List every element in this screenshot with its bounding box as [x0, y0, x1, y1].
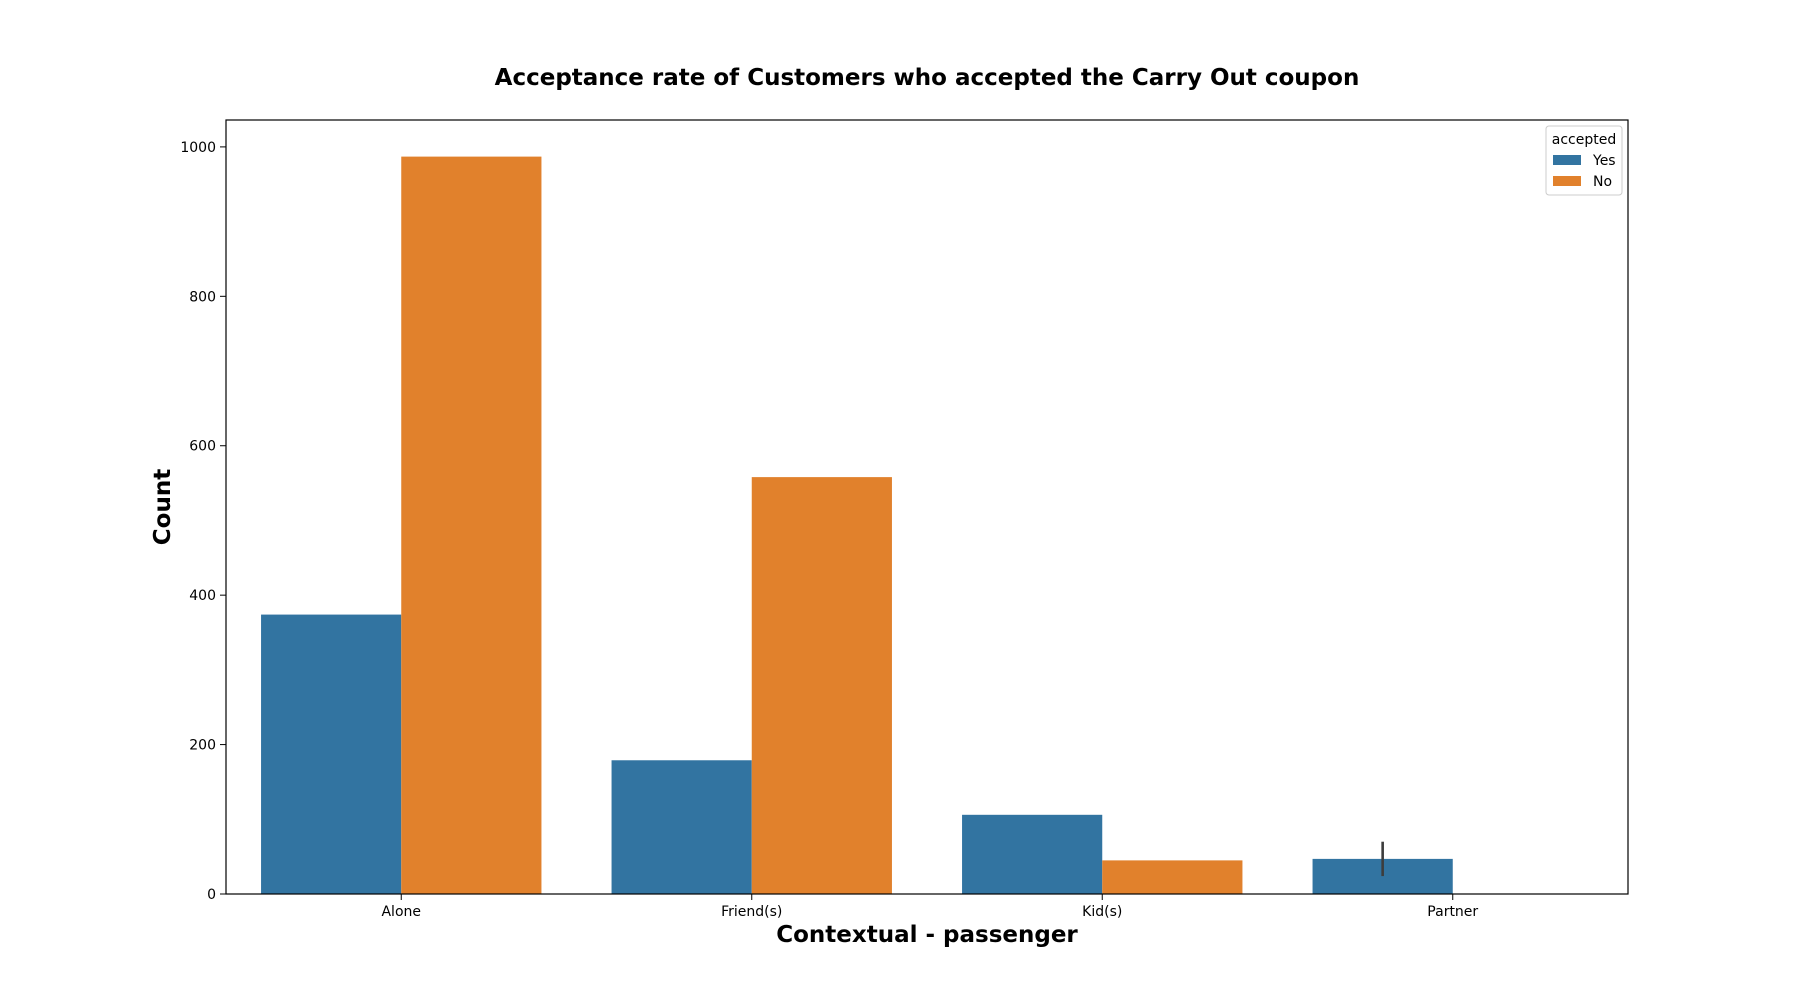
- plot-frame: [225, 119, 1629, 895]
- bar-no-1: [751, 477, 892, 894]
- x-axis: Alone Friend(s) Kid(s) Partner: [381, 894, 1478, 920]
- y-tick-label: 600: [189, 439, 216, 455]
- y-axis-label: Count: [150, 469, 176, 545]
- y-tick-label: 800: [189, 289, 216, 305]
- x-axis-label: Contextual - passenger: [776, 922, 1078, 948]
- y-tick-label: 400: [189, 588, 216, 604]
- legend-title: accepted: [1552, 132, 1616, 148]
- x-tick-label: Kid(s): [1082, 904, 1122, 920]
- bar-yes-2: [962, 814, 1103, 894]
- bar-yes-1: [611, 760, 752, 894]
- chart-title: Acceptance rate of Customers who accepte…: [495, 65, 1360, 91]
- x-tick-label: Alone: [381, 904, 421, 920]
- x-tick-label: Friend(s): [721, 904, 782, 920]
- y-tick-label: 1000: [180, 140, 216, 156]
- x-tick-label: Partner: [1427, 904, 1478, 920]
- legend-entries: Yes No: [1553, 153, 1616, 190]
- y-axis: 0 200 400 600 800 1000: [180, 140, 226, 903]
- y-tick-label: 200: [189, 738, 216, 754]
- bar-no-0: [401, 156, 542, 895]
- legend-swatch-yes: [1553, 155, 1581, 165]
- bar-yes-0: [261, 614, 402, 894]
- legend-label-yes: Yes: [1592, 153, 1616, 169]
- legend-swatch-no: [1553, 176, 1581, 186]
- y-tick-label: 0: [207, 887, 216, 903]
- bars-group: [261, 156, 1453, 895]
- legend-label-no: No: [1593, 174, 1612, 190]
- bar-no-2: [1102, 860, 1243, 894]
- legend: accepted Yes No: [1545, 125, 1623, 196]
